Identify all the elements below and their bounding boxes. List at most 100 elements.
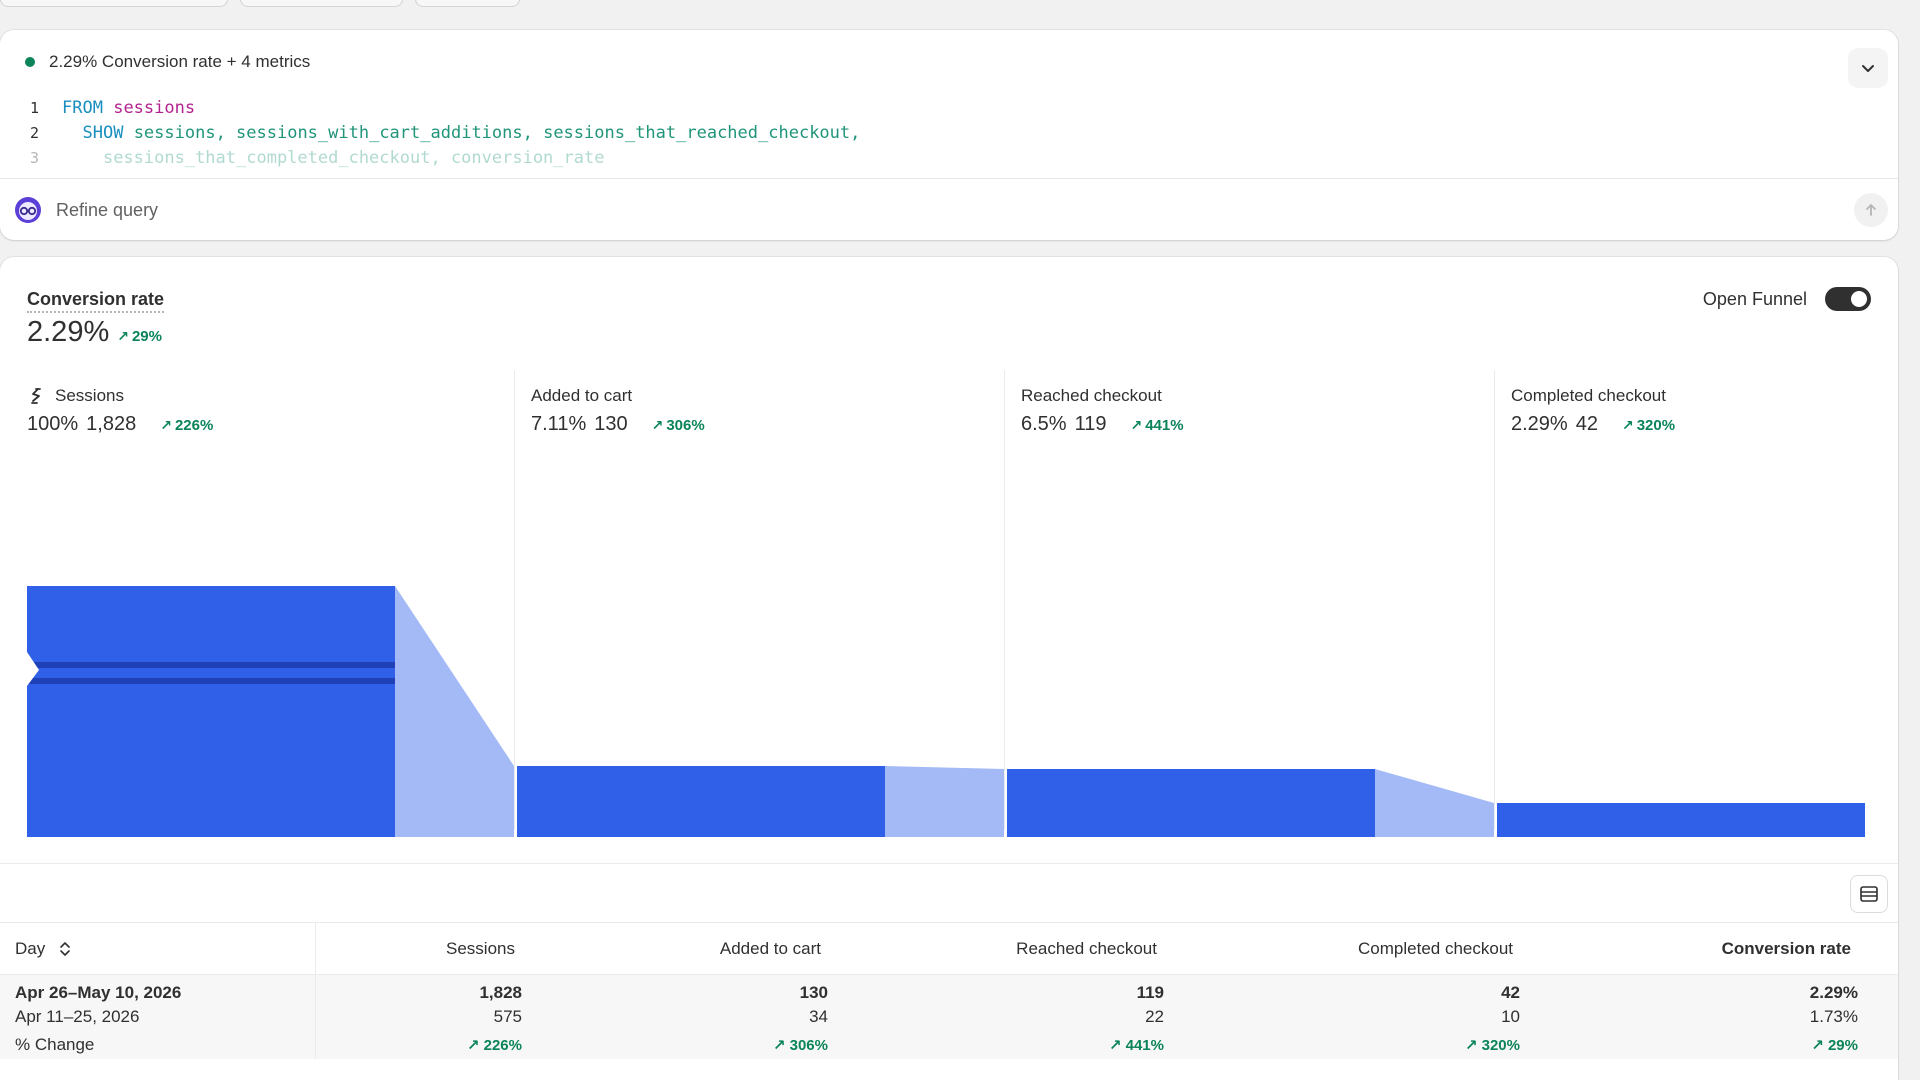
change-cell: ↗ 29% [1553, 1031, 1898, 1059]
line-number: 2 [30, 124, 40, 142]
column-header-completed-checkout[interactable]: Completed checkout [1237, 922, 1553, 975]
stage-percent: 6.5% [1021, 413, 1067, 435]
row-label: % Change [0, 1031, 316, 1059]
funnel-bar-band [27, 662, 395, 668]
funnel-chart [27, 586, 1865, 837]
stage-reached-checkout: Reached checkout 6.5% 119 ↗ 441% [1021, 385, 1184, 436]
top-tab[interactable] [240, 0, 403, 7]
stage-change: 320% [1636, 417, 1676, 434]
column-header-sessions[interactable]: Sessions [315, 922, 605, 975]
funnel-bar [1007, 769, 1375, 837]
arrow-up-icon [1866, 204, 1876, 216]
table-row: Apr 26–May 10, 2026 1,828 130 119 42 2.2… [0, 974, 1898, 1003]
cell: 10 [1237, 1003, 1553, 1031]
stage-count: 42 [1575, 413, 1598, 435]
change-cell: ↗ 226% [315, 1031, 605, 1059]
code-line: 3 sessions_that_completed_checkout, conv… [0, 146, 1898, 171]
funnel-table: Day Sessions Added to cart Reached check… [0, 922, 1898, 1059]
stage-completed-checkout: Completed checkout 2.29% 42 ↗ 320% [1511, 385, 1675, 436]
stage-added-to-cart: Added to cart 7.11% 130 ↗ 306% [531, 385, 705, 436]
change-value: 320% [1481, 1037, 1520, 1054]
trend-up-icon: ↗ [117, 328, 129, 344]
stage-count: 1,828 [86, 413, 137, 435]
change-cell: ↗ 306% [605, 1031, 921, 1059]
funnel-bar-notch [27, 652, 39, 686]
code-keyword: SHOW [82, 123, 124, 143]
column-header-day[interactable]: Day [0, 922, 316, 975]
query-summary: 2.29% Conversion rate + 4 metrics [22, 52, 310, 72]
funnel-connector [885, 766, 1004, 837]
query-summary-text: 2.29% Conversion rate + 4 metrics [49, 52, 311, 71]
row-label: Apr 26–May 10, 2026 [0, 974, 316, 1003]
stage-percent: 2.29% [1511, 413, 1568, 435]
change-value: 441% [1125, 1037, 1164, 1054]
sort-icon[interactable] [59, 940, 71, 958]
stage-count: 130 [594, 413, 628, 435]
change-value: 226% [483, 1037, 522, 1054]
line-number: 1 [30, 99, 40, 117]
top-tab[interactable] [415, 0, 520, 7]
stage-divider [514, 370, 515, 830]
stage-count: 119 [1074, 413, 1107, 435]
query-editor[interactable]: 1 FROM sessions 2 SHOW sessions, session… [0, 96, 1898, 171]
sessions-icon [31, 388, 41, 404]
funnel-bar-band [27, 678, 395, 684]
table-row: Apr 11–25, 2026 575 34 22 10 1.73% [0, 1003, 1898, 1031]
open-funnel-toggle[interactable] [1825, 287, 1871, 311]
metric-title[interactable]: Conversion rate [27, 289, 165, 313]
code-line: 1 FROM sessions [0, 96, 1898, 121]
collapse-button[interactable] [1848, 48, 1888, 88]
metric-value: 2.29% [27, 316, 110, 348]
stage-dividers [0, 370, 1898, 830]
table-row: % Change ↗ 226% ↗ 306% ↗ 441% ↗ 320% ↗ 2… [0, 1031, 1898, 1059]
refine-query-bar [14, 192, 1888, 228]
code-keyword: FROM [62, 98, 103, 118]
open-funnel-control: Open Funnel [1703, 287, 1871, 311]
code-line: 2 SHOW sessions, sessions_with_cart_addi… [0, 121, 1898, 146]
funnel-card: Conversion rate 2.29% ↗ 29% Open Funnel … [0, 257, 1898, 1080]
column-header-reached-checkout[interactable]: Reached checkout [921, 922, 1237, 975]
column-header-label: Day [15, 938, 46, 958]
assistant-icon [15, 197, 41, 223]
trend-up-icon: ↗ [651, 417, 664, 433]
change-value: 306% [789, 1037, 828, 1054]
open-funnel-label: Open Funnel [1702, 288, 1807, 309]
stage-label: Completed checkout [1511, 386, 1666, 405]
code-fields: sessions, sessions_with_cart_additions, … [133, 123, 861, 143]
column-header-added-to-cart[interactable]: Added to cart [605, 922, 921, 975]
divider [0, 178, 1898, 179]
toggle-knob [1851, 291, 1867, 307]
stage-divider [1004, 370, 1005, 830]
change-cell: ↗ 441% [921, 1031, 1237, 1059]
change-value: 29% [1827, 1037, 1858, 1054]
top-tab[interactable] [0, 0, 228, 7]
stage-change: 226% [174, 417, 214, 434]
divider [0, 863, 1898, 864]
stage-label: Sessions [55, 386, 124, 405]
table-header-row: Day Sessions Added to cart Reached check… [0, 922, 1898, 975]
cell: 1.73% [1553, 1003, 1898, 1031]
metric-value-row: 2.29% ↗ 29% [27, 316, 162, 349]
column-header-conversion-rate[interactable]: Conversion rate [1553, 922, 1898, 975]
cell: 119 [921, 974, 1237, 1003]
stage-sessions: Sessions 100% 1,828 ↗ 226% [27, 385, 213, 436]
cell: 130 [605, 974, 921, 1003]
trend-up-icon: ↗ [160, 417, 172, 433]
table-icon [1860, 886, 1878, 902]
trend-up-icon: ↗ [1130, 417, 1143, 433]
stage-label: Added to cart [531, 386, 633, 405]
status-dot [25, 57, 35, 67]
send-button[interactable] [1854, 193, 1888, 227]
stage-percent: 100% [27, 413, 79, 435]
table-view-button[interactable] [1850, 875, 1888, 913]
funnel-bar [1497, 803, 1865, 837]
stage-label: Reached checkout [1021, 386, 1162, 405]
query-card: 2.29% Conversion rate + 4 metrics 1 FROM… [0, 30, 1898, 240]
refine-query-input[interactable] [56, 199, 1854, 221]
line-number: 3 [30, 149, 40, 167]
code-table: sessions [113, 98, 196, 118]
window-edge [1904, 0, 1920, 1080]
row-label: Apr 11–25, 2026 [0, 1003, 316, 1031]
cell: 575 [315, 1003, 605, 1031]
funnel-bar [517, 766, 885, 837]
